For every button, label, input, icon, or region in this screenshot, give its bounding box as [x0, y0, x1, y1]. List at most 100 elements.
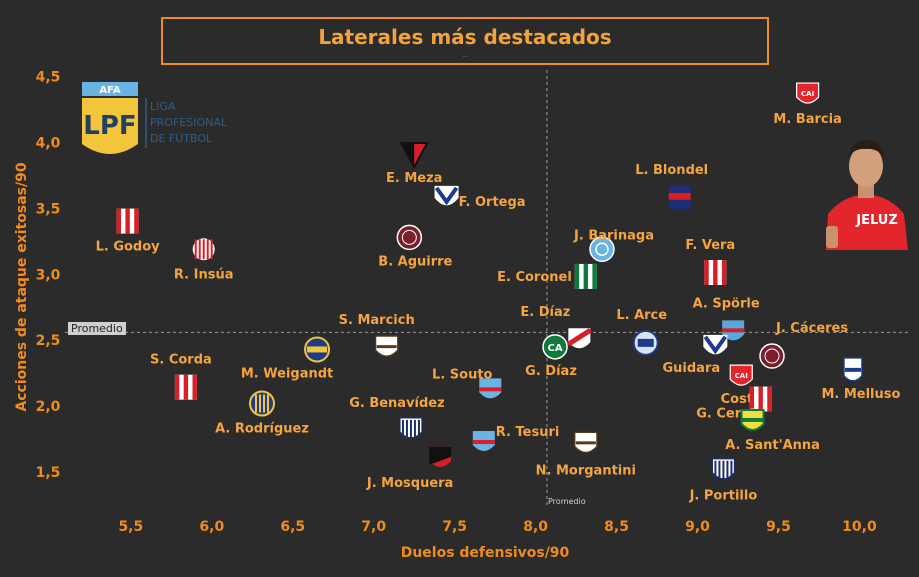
x-tick-label: 6,0: [199, 519, 224, 535]
newells-crest-icon: [429, 446, 452, 467]
player-point: Guidara: [663, 334, 728, 376]
estudiantes-crest-icon: [174, 374, 197, 400]
banfield-crest-icon: [574, 263, 597, 289]
estudiantes-crest-icon: [749, 386, 772, 412]
player-point: L. Godoy: [96, 208, 161, 255]
player-photo: JELUZ: [822, 128, 910, 250]
talleres-crest-icon: [399, 417, 423, 439]
velez-crest-icon: [434, 185, 459, 206]
x-tick-label: 9,5: [766, 519, 791, 535]
x-tick-label: 5,5: [118, 519, 143, 535]
logo-line-3: DE FÚTBOL: [150, 132, 213, 145]
x-tick-label: 10,0: [842, 519, 877, 535]
player-point: S. Corda: [150, 353, 212, 400]
player-label: L. Godoy: [96, 240, 161, 255]
logo-line-1: LIGA: [150, 100, 176, 113]
player-point: CA G. Díaz: [525, 334, 577, 379]
lanus-crest-icon: [759, 343, 785, 369]
player-point: L. Blondel: [635, 163, 708, 209]
y-tick-label: 4,0: [36, 136, 61, 152]
y-axis-ticks: 1,5 2,0 2,5 3,0 3,5 4,0 4,5: [36, 70, 61, 481]
player-label: E. Coronel: [497, 270, 572, 285]
player-point: M. Melluso: [821, 357, 901, 402]
instituto-crest-icon: [704, 260, 727, 285]
platense-crest-icon: [375, 335, 399, 357]
player-label: R. Tesuri: [496, 425, 560, 440]
logo-line-2: PROFESIONAL: [150, 116, 228, 129]
godoycruz-crest-icon: [632, 329, 659, 356]
x-tick-label: 7,5: [442, 519, 467, 535]
chart-subtitle: ..: [462, 51, 468, 59]
player-point: J. Cáceres: [759, 321, 848, 369]
player-label: L. Souto: [432, 367, 493, 382]
player-label: J. Mosquera: [366, 476, 453, 491]
player-label: L. Arce: [616, 308, 667, 323]
svg-text:CA: CA: [548, 343, 563, 354]
player-label: G. Benavídez: [349, 396, 445, 411]
player-label: L. Blondel: [635, 163, 708, 178]
player-label: J. Barinaga: [573, 228, 654, 243]
player-point: F. Ortega: [434, 185, 526, 210]
independiente-crest-icon: CAI: [729, 364, 753, 386]
tigre-crest-icon: [668, 185, 691, 209]
player-label: E. Díaz: [520, 305, 570, 320]
y-tick-label: 3,0: [36, 267, 61, 283]
y-tick-label: 3,5: [36, 201, 61, 217]
barracas-crest-icon: [192, 238, 215, 261]
avg-x-label: Promedio: [548, 497, 586, 506]
lpf-logo: AFA LPF LIGA PROFESIONAL DE FÚTBOL: [82, 82, 228, 154]
defensa-crest-icon: [740, 408, 765, 431]
average-lines: [65, 70, 908, 505]
player-label: S. Corda: [150, 353, 212, 368]
player-label: J. Cáceres: [775, 321, 848, 336]
player-point: A. Rodríguez: [215, 390, 309, 437]
y-tick-label: 4,5: [36, 70, 61, 86]
colon-crest-icon: [399, 142, 429, 170]
player-label: F. Vera: [685, 238, 735, 253]
player-label: A. Rodríguez: [215, 422, 309, 437]
player-point: J. Barinaga: [573, 228, 654, 263]
player-label: M. Barcia: [773, 112, 841, 127]
player-point: M. Weigandt: [241, 336, 333, 381]
player-point: G. Benavídez: [349, 396, 445, 439]
player-label: S. Marcich: [339, 313, 415, 328]
gimnasia-crest-icon: [843, 357, 863, 382]
logo-letters: LPF: [83, 111, 136, 141]
x-axis-ticks: 5,5 6,0 6,5 7,0 7,5 8,0 8,5 9,0 9,5 10,0: [118, 519, 877, 535]
player-point: A. Sant'Anna: [725, 408, 820, 453]
player-point: S. Marcich: [339, 313, 415, 357]
x-tick-label: 8,0: [523, 519, 548, 535]
svg-text:CAI: CAI: [735, 372, 748, 380]
photo-banner-text: JELUZ: [855, 213, 898, 228]
y-tick-label: 2,5: [36, 333, 61, 349]
player-point: CAI M. Barcia: [773, 82, 842, 127]
player-label: F. Ortega: [459, 195, 526, 210]
banfieldalt-crest-icon: [722, 320, 745, 341]
boca-crest-icon: [304, 336, 331, 363]
player-label: Guidara: [663, 361, 721, 376]
arsenal-crest-icon: [479, 378, 502, 399]
platense-crest-icon: [574, 431, 598, 453]
player-point: E. Coronel: [497, 263, 597, 289]
title-box: Laterales más destacados ..: [161, 17, 769, 65]
player-point: L. Souto: [432, 367, 502, 399]
player-point: J. Portillo: [689, 458, 758, 504]
svg-text:CAI: CAI: [801, 90, 814, 98]
talleres-crest-icon: [711, 458, 736, 480]
x-tick-label: 6,5: [280, 519, 305, 535]
player-point: A. Spörle: [693, 296, 760, 341]
player-point: B. Aguirre: [378, 224, 453, 269]
player-label: A. Sant'Anna: [725, 438, 820, 453]
player-label: G. Díaz: [525, 364, 577, 379]
estudiantes-crest-icon: [116, 208, 139, 234]
player-label: J. Portillo: [689, 489, 758, 504]
river-crest-icon: [566, 328, 592, 349]
player-points: CAI M. Barcia E. Meza L. Blondel F. Ortega L.…: [96, 82, 901, 504]
player-label: M. Weigandt: [241, 366, 333, 381]
player-point: J. Mosquera: [366, 446, 453, 491]
player-point: F. Vera: [685, 238, 735, 285]
player-label: M. Melluso: [821, 387, 900, 402]
rosario-crest-icon: [249, 390, 275, 417]
player-label: B. Aguirre: [378, 254, 452, 269]
